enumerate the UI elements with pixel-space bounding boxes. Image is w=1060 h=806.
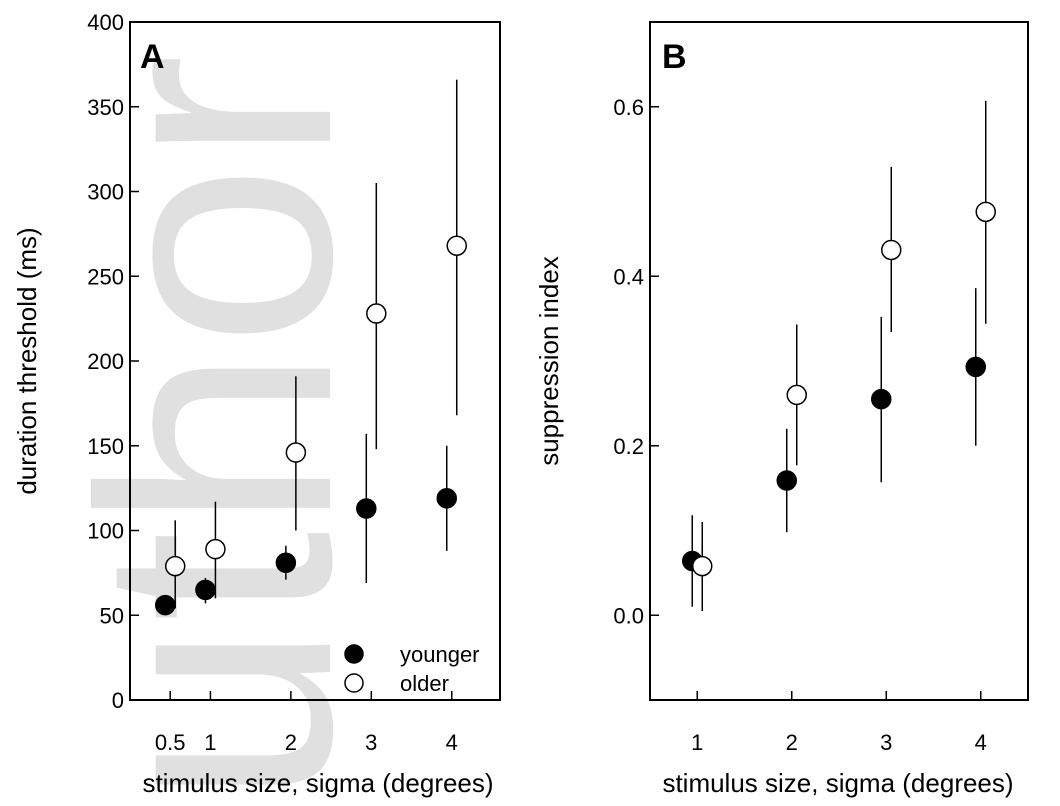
panel-a-y-tick-label: 100 [87,519,124,544]
legend-marker-older [344,673,364,693]
panel-a-point-older [205,538,226,560]
panel-b-y-tick-label: 0.2 [613,434,644,459]
panel-b-x-tick-label: 1 [691,730,703,755]
panel-a-x-tick-label: 2 [285,730,297,755]
panel-b-x-tick-label: 2 [786,730,798,755]
panel-a: A duration threshold (ms) stimulus size,… [12,10,501,798]
panel-a-y-tick-label: 50 [100,603,124,628]
panel-a-point-younger [195,579,216,601]
panel-b-y-tick-label: 0.0 [613,603,644,628]
watermark-text: uthor Manu [31,0,400,806]
panel-a-point-younger [275,552,297,573]
panel-b-x-tick-label: 4 [975,730,987,755]
panel-b-y-tick-label: 0.6 [613,95,644,120]
panel-a-point-younger [356,498,377,519]
legend-label-older: older [400,671,449,696]
panel-a-y-ticks: 0 50 100 150 200 250 300 350 400 [87,10,139,713]
panel-a-x-tick-label: 4 [446,730,458,755]
panel-a-label: A [140,38,165,76]
panel-a-y-tick-label: 350 [87,95,124,120]
panel-a-point-older [366,303,387,324]
panel-b-point-older [786,384,807,406]
panel-a-y-tick-label: 200 [87,349,124,374]
panel-a-y-tick-label: 400 [87,10,124,35]
panel-a-y-tick-label: 150 [87,434,124,459]
panel-a-point-older [446,235,467,256]
panel-a-x-tick-label: 0.5 [155,730,186,755]
panel-b-point-older [975,201,996,223]
panel-b-y-tick-label: 0.4 [613,264,644,289]
panel-a-point-older [285,442,307,463]
panel-a-point-older [164,555,186,577]
panel-b-data-marks [682,100,996,612]
panel-a-point-younger [436,488,457,509]
panel-b-point-younger [776,470,797,491]
legend: younger older [344,642,480,696]
panel-b-y-axis-title: suppression index [534,256,564,466]
panel-a-point-younger [154,594,176,616]
panel-b-point-older [692,555,713,577]
panel-a-x-axis-title: stimulus size, sigma (degrees) [142,768,493,798]
panel-b-point-younger [965,356,986,378]
panel-a-data-marks [154,79,467,616]
legend-label-younger: younger [400,642,480,667]
panel-a-y-tick-label: 250 [87,264,124,289]
panel-a-y-tick-label: 0 [112,688,124,713]
panel-b-y-ticks: 0.0 0.2 0.4 0.6 [613,95,659,628]
panel-b-x-tick-label: 3 [880,730,892,755]
panel-b-x-ticks: 1 2 3 4 [691,691,987,755]
panel-b-plot-frame [649,21,1029,701]
panel-a-x-tick-label: 3 [365,730,377,755]
panel-a-y-tick-label: 300 [87,180,124,205]
panel-b: B suppression index stimulus size, sigma… [534,21,1029,798]
panel-b-point-older [881,239,902,261]
legend-marker-younger [344,644,364,664]
panel-a-x-ticks: 0.5 1 2 3 4 [155,691,458,755]
panel-b-label: B [662,38,687,76]
panel-a-x-tick-label: 1 [204,730,216,755]
panel-b-x-axis-title: stimulus size, sigma (degrees) [662,768,1013,798]
panel-a-y-axis-title: duration threshold (ms) [12,227,42,494]
panel-b-point-younger [871,388,892,410]
